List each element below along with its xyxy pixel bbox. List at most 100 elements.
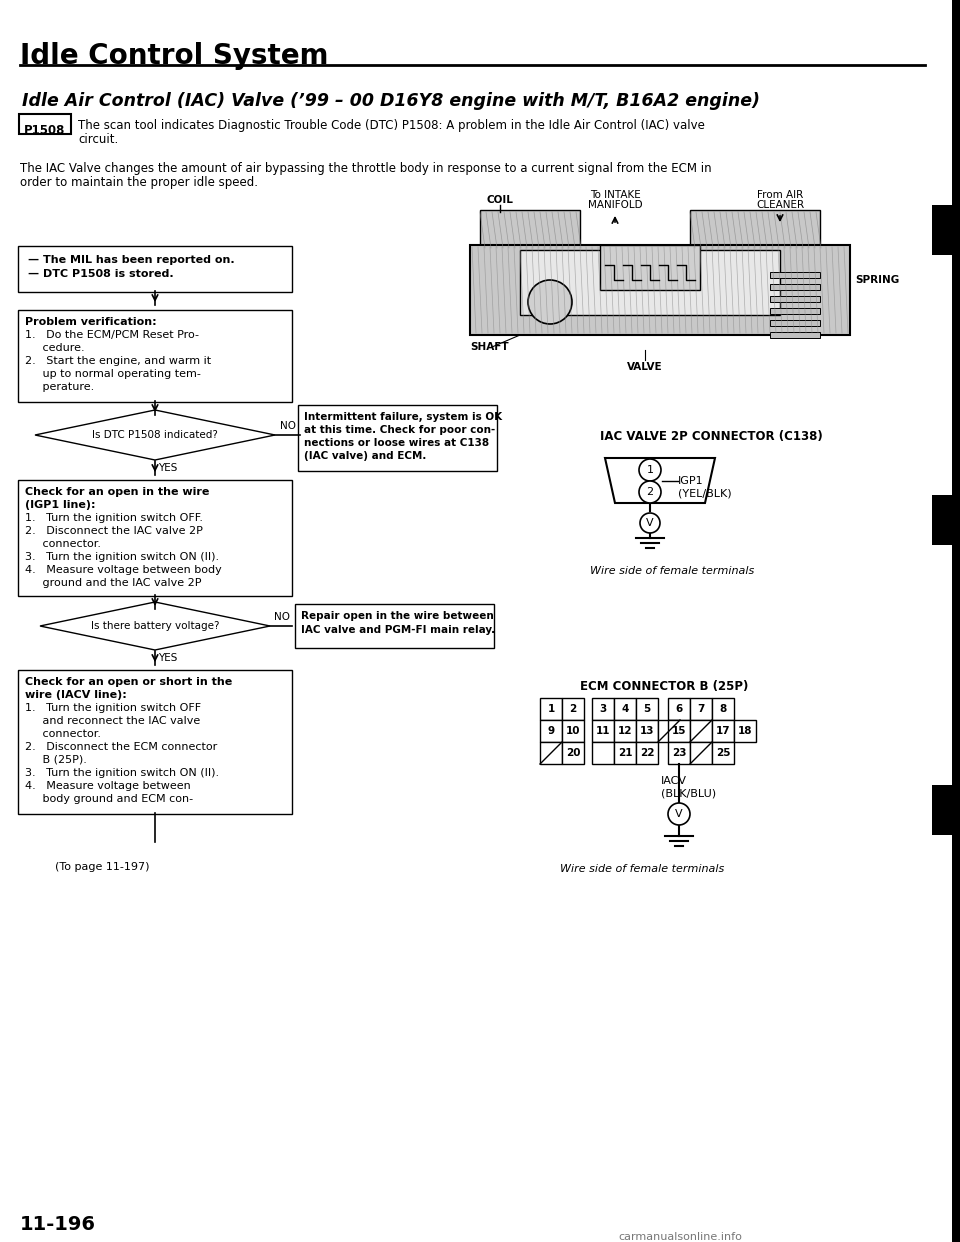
FancyBboxPatch shape bbox=[295, 604, 494, 648]
Text: (IGP1 line):: (IGP1 line): bbox=[25, 501, 95, 510]
Text: NO: NO bbox=[280, 421, 296, 431]
Text: up to normal operating tem-: up to normal operating tem- bbox=[25, 369, 201, 379]
FancyBboxPatch shape bbox=[770, 284, 820, 289]
FancyBboxPatch shape bbox=[932, 785, 960, 835]
Text: CLEANER: CLEANER bbox=[756, 200, 804, 210]
Text: 3.   Turn the ignition switch ON (II).: 3. Turn the ignition switch ON (II). bbox=[25, 768, 219, 777]
Text: carmanualsonline.info: carmanualsonline.info bbox=[618, 1232, 742, 1242]
Text: 4: 4 bbox=[621, 704, 629, 714]
Circle shape bbox=[639, 481, 661, 503]
Text: Is there battery voltage?: Is there battery voltage? bbox=[91, 621, 219, 631]
Text: IAC VALVE 2P CONNECTOR (C138): IAC VALVE 2P CONNECTOR (C138) bbox=[600, 430, 823, 443]
Text: Problem verification:: Problem verification: bbox=[25, 317, 156, 327]
Text: The scan tool indicates Diagnostic Trouble Code (DTC) P1508: A problem in the Id: The scan tool indicates Diagnostic Troub… bbox=[78, 119, 705, 132]
FancyBboxPatch shape bbox=[636, 698, 658, 720]
Text: nections or loose wires at C138: nections or loose wires at C138 bbox=[304, 438, 490, 448]
FancyBboxPatch shape bbox=[19, 114, 71, 134]
Text: SPRING: SPRING bbox=[855, 274, 900, 284]
FancyBboxPatch shape bbox=[658, 720, 680, 741]
Text: 22: 22 bbox=[639, 748, 655, 758]
Text: body ground and ECM con-: body ground and ECM con- bbox=[25, 794, 193, 804]
FancyBboxPatch shape bbox=[712, 720, 734, 741]
FancyBboxPatch shape bbox=[540, 720, 562, 741]
FancyBboxPatch shape bbox=[562, 741, 584, 764]
Text: cedure.: cedure. bbox=[25, 343, 84, 353]
Text: 13: 13 bbox=[639, 727, 655, 737]
Text: V: V bbox=[675, 809, 683, 818]
Text: IGP1: IGP1 bbox=[678, 476, 704, 486]
Text: connector.: connector. bbox=[25, 539, 101, 549]
Text: 8: 8 bbox=[719, 704, 727, 714]
Text: (YEL/BLK): (YEL/BLK) bbox=[678, 488, 732, 498]
FancyBboxPatch shape bbox=[690, 210, 820, 250]
Text: Is DTC P1508 indicated?: Is DTC P1508 indicated? bbox=[92, 430, 218, 440]
Text: 1: 1 bbox=[547, 704, 555, 714]
Text: 12: 12 bbox=[617, 727, 633, 737]
Text: 1.   Turn the ignition switch OFF.: 1. Turn the ignition switch OFF. bbox=[25, 513, 203, 523]
Text: 4.   Measure voltage between body: 4. Measure voltage between body bbox=[25, 565, 222, 575]
FancyBboxPatch shape bbox=[18, 246, 292, 292]
FancyBboxPatch shape bbox=[18, 669, 292, 814]
Text: Idle Air Control (IAC) Valve (’99 – 00 D16Y8 engine with M/T, B16A2 engine): Idle Air Control (IAC) Valve (’99 – 00 D… bbox=[22, 92, 760, 111]
Text: SHAFT: SHAFT bbox=[470, 342, 510, 351]
FancyBboxPatch shape bbox=[18, 479, 292, 596]
Text: ECM CONNECTOR B (25P): ECM CONNECTOR B (25P) bbox=[580, 681, 749, 693]
Text: 3.   Turn the ignition switch ON (II).: 3. Turn the ignition switch ON (II). bbox=[25, 551, 219, 561]
FancyBboxPatch shape bbox=[712, 698, 734, 720]
FancyBboxPatch shape bbox=[562, 720, 584, 741]
Text: 3: 3 bbox=[599, 704, 607, 714]
Text: 2.   Start the engine, and warm it: 2. Start the engine, and warm it bbox=[25, 356, 211, 366]
Text: 15: 15 bbox=[672, 727, 686, 737]
Text: The IAC Valve changes the amount of air bypassing the throttle body in response : The IAC Valve changes the amount of air … bbox=[20, 161, 711, 175]
Text: 20: 20 bbox=[565, 748, 580, 758]
FancyBboxPatch shape bbox=[592, 698, 614, 720]
FancyBboxPatch shape bbox=[614, 698, 636, 720]
FancyBboxPatch shape bbox=[690, 741, 712, 764]
FancyBboxPatch shape bbox=[668, 741, 690, 764]
Text: at this time. Check for poor con-: at this time. Check for poor con- bbox=[304, 425, 495, 435]
FancyBboxPatch shape bbox=[540, 741, 562, 764]
Text: (BLK/BLU): (BLK/BLU) bbox=[661, 789, 716, 799]
Circle shape bbox=[640, 513, 660, 533]
FancyBboxPatch shape bbox=[770, 332, 820, 338]
Text: — DTC P1508 is stored.: — DTC P1508 is stored. bbox=[28, 270, 174, 279]
Text: 1.   Do the ECM/PCM Reset Pro-: 1. Do the ECM/PCM Reset Pro- bbox=[25, 330, 199, 340]
FancyBboxPatch shape bbox=[932, 205, 960, 255]
Text: 25: 25 bbox=[716, 748, 731, 758]
Text: B (25P).: B (25P). bbox=[25, 755, 86, 765]
Text: connector.: connector. bbox=[25, 729, 101, 739]
FancyBboxPatch shape bbox=[614, 720, 636, 741]
Text: Repair open in the wire between: Repair open in the wire between bbox=[301, 611, 493, 621]
Text: IAC valve and PGM-FI main relay.: IAC valve and PGM-FI main relay. bbox=[301, 625, 495, 635]
Text: 7: 7 bbox=[697, 704, 705, 714]
Text: V: V bbox=[646, 518, 654, 528]
Text: 5: 5 bbox=[643, 704, 651, 714]
Text: COIL: COIL bbox=[487, 195, 514, 205]
FancyBboxPatch shape bbox=[636, 720, 658, 741]
FancyBboxPatch shape bbox=[540, 698, 562, 720]
Text: 2: 2 bbox=[646, 487, 654, 497]
FancyBboxPatch shape bbox=[480, 210, 580, 250]
Circle shape bbox=[639, 460, 661, 481]
Text: 23: 23 bbox=[672, 748, 686, 758]
Text: YES: YES bbox=[158, 653, 178, 663]
Text: Check for an open in the wire: Check for an open in the wire bbox=[25, 487, 209, 497]
Text: Wire side of female terminals: Wire side of female terminals bbox=[590, 566, 755, 576]
Text: — The MIL has been reported on.: — The MIL has been reported on. bbox=[28, 255, 234, 265]
Text: 2.   Disconnect the IAC valve 2P: 2. Disconnect the IAC valve 2P bbox=[25, 527, 203, 537]
FancyBboxPatch shape bbox=[770, 308, 820, 314]
Text: Intermittent failure, system is OK: Intermittent failure, system is OK bbox=[304, 412, 502, 422]
Text: 2: 2 bbox=[569, 704, 577, 714]
Text: 10: 10 bbox=[565, 727, 580, 737]
FancyBboxPatch shape bbox=[712, 741, 734, 764]
Text: 17: 17 bbox=[716, 727, 731, 737]
FancyBboxPatch shape bbox=[932, 496, 960, 545]
Text: 11-196: 11-196 bbox=[20, 1215, 96, 1235]
FancyBboxPatch shape bbox=[298, 405, 497, 471]
FancyBboxPatch shape bbox=[562, 698, 584, 720]
Text: To INTAKE: To INTAKE bbox=[589, 190, 640, 200]
Text: perature.: perature. bbox=[25, 383, 94, 392]
FancyBboxPatch shape bbox=[636, 741, 658, 764]
Text: and reconnect the IAC valve: and reconnect the IAC valve bbox=[25, 715, 201, 727]
FancyBboxPatch shape bbox=[600, 245, 700, 289]
